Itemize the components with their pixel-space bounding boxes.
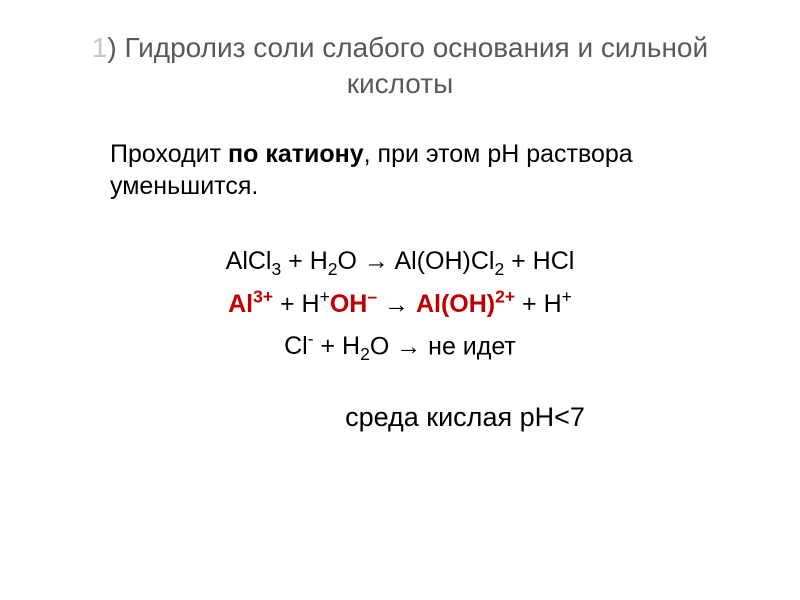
- eq3-cl: Cl-: [284, 332, 313, 360]
- eq2-h: + H+: [515, 290, 572, 318]
- subtitle-bold: по катиону: [228, 140, 364, 168]
- eq3-rest: O → не идет: [370, 332, 516, 360]
- title-text: ) Гидролиз соли слабого основания и силь…: [107, 32, 708, 99]
- eq2-plus1: + H+: [273, 290, 330, 318]
- eq2-al: Al3+: [228, 290, 273, 318]
- eq2-arrow: →: [377, 290, 416, 318]
- equation-1: AlCl3 + H2O → Al(OH)Cl2 + HCl: [50, 243, 750, 282]
- conclusion-seven: 7: [570, 402, 585, 432]
- subtitle: Проходит по катиону, при этом рН раствор…: [110, 138, 750, 203]
- equations-block: AlCl3 + H2O → Al(OH)Cl2 + HCl Al3+ + H+O…: [50, 243, 750, 368]
- equation-3: Cl- + H2O → не идет: [50, 326, 750, 368]
- conclusion: среда кислая рН<7: [180, 402, 750, 433]
- eq1-p2: + H2: [281, 247, 337, 275]
- eq1-p4: + HCl: [504, 247, 574, 275]
- eq3-h2o: + H2: [314, 332, 370, 360]
- conclusion-lt: <: [554, 402, 570, 432]
- title-number: 1: [92, 32, 108, 63]
- eq1-p1: AlCl3: [226, 247, 282, 275]
- slide-title: 1) Гидролиз соли слабого основания и сил…: [50, 30, 750, 103]
- conclusion-ph: рН: [520, 402, 555, 432]
- equation-2: Al3+ + H+OH– → Al(OH)2+ + H+: [50, 284, 750, 324]
- subtitle-prefix: Проходит: [110, 140, 228, 168]
- conclusion-prefix: среда кислая: [345, 402, 520, 432]
- eq1-p3: O → Al(OH)Cl2: [338, 247, 505, 275]
- eq2-aloh: Al(OH)2+: [416, 290, 515, 318]
- eq2-oh: OH–: [330, 290, 377, 318]
